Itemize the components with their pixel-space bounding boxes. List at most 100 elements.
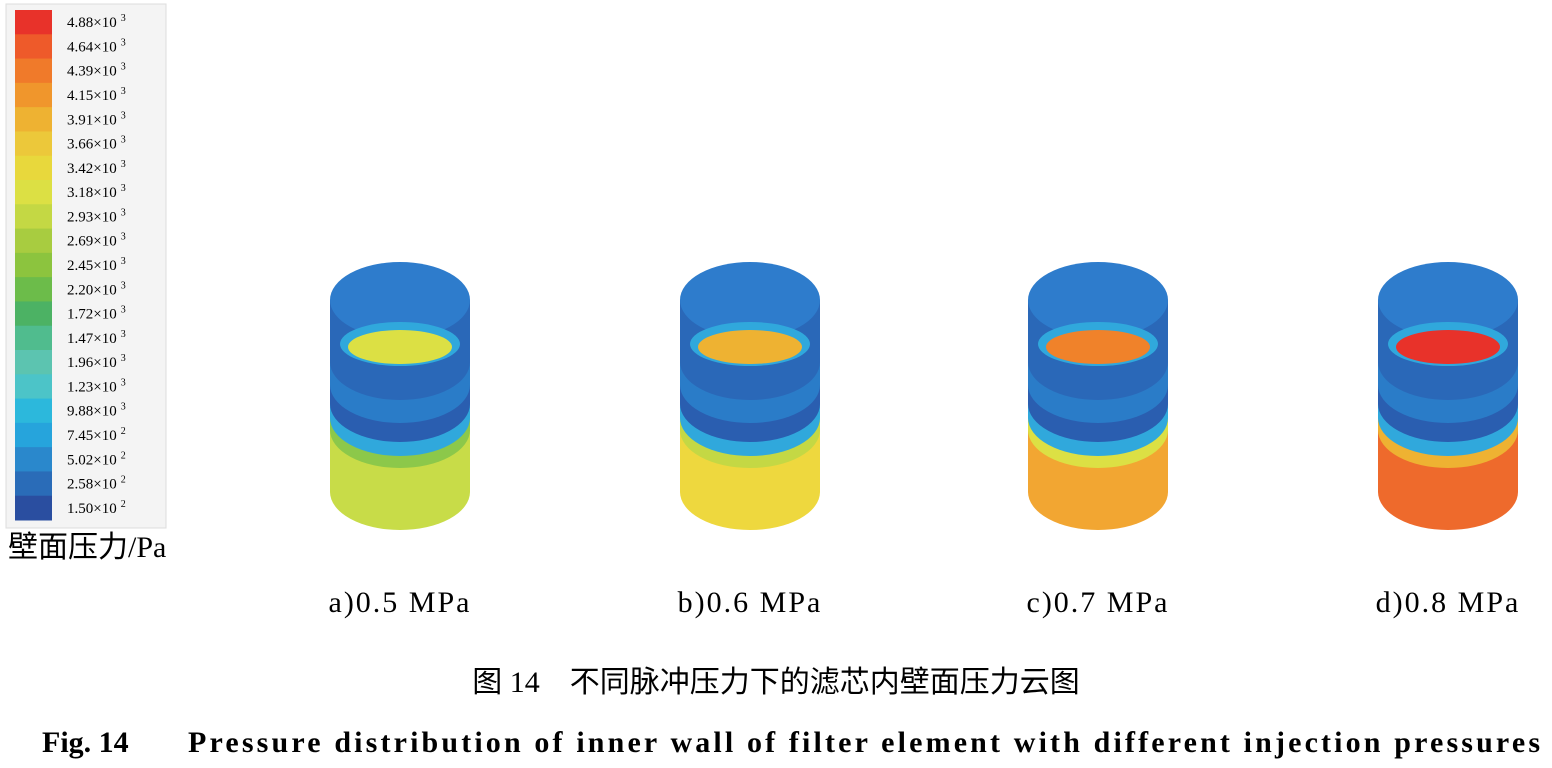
legend-exponent: 3 xyxy=(121,135,126,146)
caption-en: Pressure distribution of inner wall of f… xyxy=(188,726,1540,759)
legend-swatch xyxy=(15,447,52,472)
legend-label: 1.47×10 3 xyxy=(67,329,126,347)
caption-en-label: Fig. 14 xyxy=(42,726,129,759)
legend-exponent: 3 xyxy=(121,38,126,49)
legend-label: 2.20×10 3 xyxy=(67,281,126,299)
cylinder-inner xyxy=(698,330,802,364)
cylinder-top xyxy=(1378,262,1518,338)
legend-swatch xyxy=(15,422,52,448)
legend-mantissa: 1.96×10 xyxy=(67,356,117,372)
legend-mantissa: 1.47×10 xyxy=(67,331,117,347)
legend-mantissa: 2.45×10 xyxy=(67,258,117,274)
legend-mantissa: 3.18×10 xyxy=(67,186,117,202)
legend-label: 4.64×10 3 xyxy=(67,38,126,56)
legend-swatch xyxy=(15,204,52,230)
panel-caption: c)0.7 MPa xyxy=(1027,586,1170,619)
legend-mantissa: 4.64×10 xyxy=(67,40,117,56)
legend-swatch xyxy=(15,107,52,132)
cylinder-inner xyxy=(1396,330,1500,364)
legend-label: 3.91×10 3 xyxy=(67,111,126,129)
legend-exponent: 2 xyxy=(121,451,126,462)
legend-mantissa: 4.88×10 xyxy=(67,16,117,32)
legend-label: 2.45×10 3 xyxy=(67,256,126,274)
legend-swatch xyxy=(15,398,52,424)
legend-swatch xyxy=(15,301,52,327)
legend-label: 3.18×10 3 xyxy=(67,183,126,201)
legend-swatch xyxy=(15,374,52,400)
cylinder-top xyxy=(1028,262,1168,338)
legend-swatch xyxy=(15,131,52,157)
legend-swatch xyxy=(15,325,52,351)
legend-mantissa: 1.72×10 xyxy=(67,307,117,323)
legend-mantissa: 7.45×10 xyxy=(67,428,117,444)
legend-swatch xyxy=(15,277,52,302)
legend-swatch xyxy=(15,58,52,84)
panel-caption: d)0.8 MPa xyxy=(1376,586,1521,619)
legend-exponent: 3 xyxy=(121,305,126,316)
legend-mantissa: 2.93×10 xyxy=(67,210,117,226)
legend-mantissa: 4.39×10 xyxy=(67,64,117,80)
cylinder-inner xyxy=(348,330,452,364)
legend-exponent: 3 xyxy=(121,256,126,267)
legend-mantissa: 3.91×10 xyxy=(67,113,117,129)
legend-unit: 壁面压力/Pa xyxy=(8,531,166,564)
legend-label: 2.93×10 3 xyxy=(67,208,126,226)
legend-label: 3.42×10 3 xyxy=(67,159,126,177)
legend-label: 1.96×10 3 xyxy=(67,353,126,371)
legend-swatch xyxy=(15,82,52,108)
legend-swatch xyxy=(15,34,52,60)
legend-label: 4.39×10 3 xyxy=(67,62,126,80)
legend-exponent: 3 xyxy=(121,353,126,364)
legend-exponent: 2 xyxy=(121,475,126,486)
legend-exponent: 3 xyxy=(121,378,126,389)
cylinder-top xyxy=(680,262,820,338)
legend-swatch xyxy=(15,495,52,521)
legend-mantissa: 5.02×10 xyxy=(67,453,117,469)
legend-mantissa: 3.42×10 xyxy=(67,161,117,177)
legend-mantissa: 2.58×10 xyxy=(67,477,117,493)
legend-label: 3.66×10 3 xyxy=(67,135,126,153)
panel-caption: a)0.5 MPa xyxy=(329,586,472,619)
legend-label: 7.45×10 2 xyxy=(67,426,126,444)
panel-caption: b)0.6 MPa xyxy=(678,586,823,619)
legend-mantissa: 1.23×10 xyxy=(67,380,117,396)
legend-exponent: 3 xyxy=(121,232,126,243)
legend-exponent: 3 xyxy=(121,281,126,292)
legend-swatch xyxy=(15,471,52,497)
legend-label: 4.15×10 3 xyxy=(67,86,126,104)
legend-swatch xyxy=(15,228,52,254)
legend-mantissa: 3.66×10 xyxy=(67,137,117,153)
legend-label: 5.02×10 2 xyxy=(67,451,126,469)
legend-exponent: 3 xyxy=(121,62,126,73)
legend-label: 2.58×10 2 xyxy=(67,475,126,493)
legend-swatch xyxy=(15,155,52,181)
legend-label: 1.23×10 3 xyxy=(67,378,126,396)
legend-exponent: 3 xyxy=(121,111,126,122)
legend-label: 9.88×10 3 xyxy=(67,402,126,420)
legend-exponent: 3 xyxy=(121,208,126,219)
legend-mantissa: 4.15×10 xyxy=(67,88,117,104)
cylinder-top xyxy=(330,262,470,338)
legend-exponent: 3 xyxy=(121,159,126,170)
legend-exponent: 3 xyxy=(121,183,126,194)
legend-label: 1.72×10 3 xyxy=(67,305,126,323)
legend-exponent: 2 xyxy=(121,499,126,510)
legend-swatch xyxy=(15,10,52,35)
legend-exponent: 3 xyxy=(121,329,126,340)
legend-label: 2.69×10 3 xyxy=(67,232,126,250)
legend-swatch xyxy=(15,350,52,375)
legend-mantissa: 2.20×10 xyxy=(67,283,117,299)
legend-swatch xyxy=(15,252,52,278)
cylinder-inner xyxy=(1046,330,1150,364)
legend-mantissa: 9.88×10 xyxy=(67,404,117,420)
caption-cn: 图 14 不同脉冲压力下的滤芯内壁面压力云图 xyxy=(472,666,1080,699)
legend-exponent: 3 xyxy=(121,13,126,24)
legend-exponent: 3 xyxy=(121,402,126,413)
legend-mantissa: 1.50×10 xyxy=(67,501,117,517)
legend-swatch xyxy=(15,180,52,205)
legend-exponent: 2 xyxy=(121,426,126,437)
legend-exponent: 3 xyxy=(121,86,126,97)
legend-label: 1.50×10 2 xyxy=(67,499,126,517)
legend-label: 4.88×10 3 xyxy=(67,13,126,31)
